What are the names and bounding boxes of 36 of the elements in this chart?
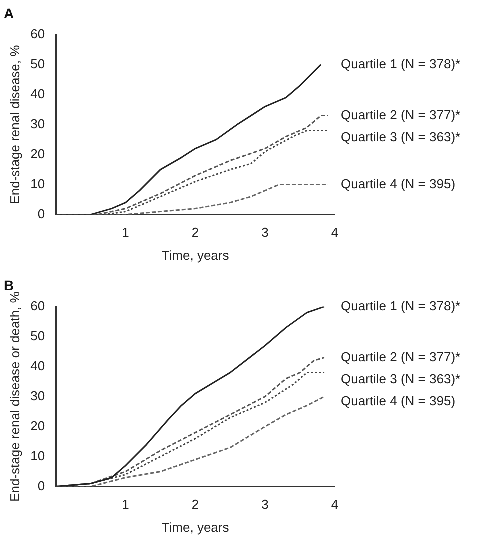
- series-label: Quartile 4 (N = 395): [341, 176, 456, 192]
- x-tick-label: 4: [331, 497, 339, 512]
- x-tick-label: 1: [122, 225, 130, 240]
- y-tick-label: 30: [30, 388, 46, 404]
- series-label: Quartile 2 (N = 377)*: [341, 349, 461, 364]
- series-label: Quartile 1 (N = 378)*: [341, 56, 461, 72]
- x-tick-label: 3: [262, 225, 269, 240]
- x-tick-label: 1: [122, 497, 130, 512]
- y-tick-label: 50: [30, 56, 46, 72]
- y-axis-title: End-stage renal disease, %: [7, 44, 22, 204]
- y-tick-label: 40: [30, 86, 46, 102]
- x-tick-label: 2: [192, 497, 200, 512]
- y-tick-label: 10: [30, 176, 46, 192]
- series-label: Quartile 4 (N = 395): [341, 393, 456, 408]
- y-tick-label: 0: [38, 206, 46, 222]
- series-label: Quartile 2 (N = 377)*: [341, 107, 461, 122]
- x-tick-label: 4: [331, 225, 339, 240]
- chart-title: A: [4, 5, 14, 22]
- y-tick-label: 0: [38, 478, 46, 494]
- y-tick-label: 30: [30, 116, 46, 132]
- series-label: Quartile 3 (N = 363)*: [341, 371, 461, 386]
- series-label: Quartile 1 (N = 378)*: [341, 298, 461, 314]
- y-tick-label: 20: [30, 146, 46, 162]
- x-tick-label: 3: [262, 497, 269, 512]
- y-tick-label: 60: [30, 298, 46, 314]
- y-tick-label: 40: [30, 358, 46, 374]
- y-tick-label: 10: [30, 448, 46, 464]
- y-tick-label: 60: [30, 26, 46, 42]
- x-axis-title: Time, years: [162, 248, 230, 263]
- x-axis-title: Time, years: [162, 520, 230, 535]
- series-label: Quartile 3 (N = 363)*: [341, 129, 461, 144]
- x-tick-label: 2: [192, 225, 200, 240]
- y-tick-label: 50: [30, 328, 46, 344]
- y-tick-label: 20: [30, 418, 46, 434]
- chart-title: B: [4, 277, 14, 294]
- y-axis-title: End-stage renal disease or death, %: [7, 291, 22, 502]
